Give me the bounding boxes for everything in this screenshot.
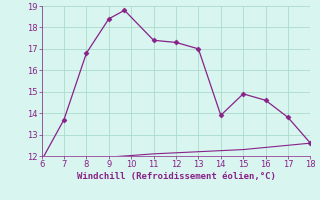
X-axis label: Windchill (Refroidissement éolien,°C): Windchill (Refroidissement éolien,°C) <box>76 172 276 181</box>
